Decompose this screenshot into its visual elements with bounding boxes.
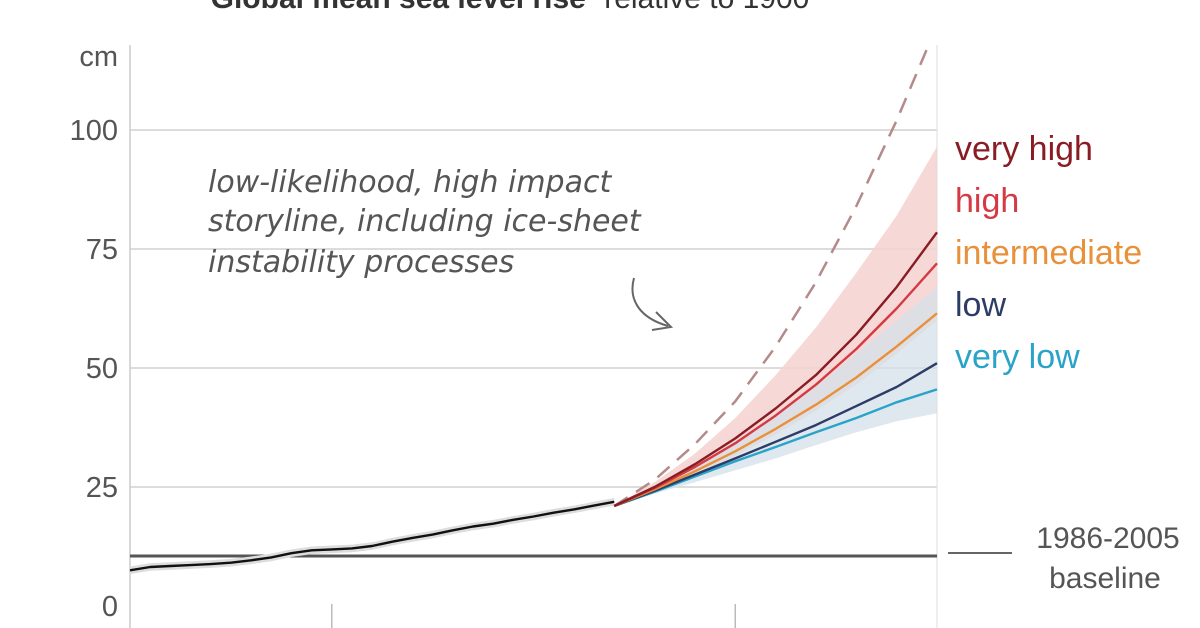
legend-item-very-high: very high [955,130,1093,168]
annotation-arrow [631,277,669,327]
grid-lines: 100 75 50 25 0 [70,45,938,628]
annotation-line-3: instability processes [208,245,514,280]
y-tick-label-75: 75 [86,234,118,266]
y-axis-label: cm [79,41,118,73]
y-tick-label-50: 50 [86,353,118,385]
baseline-label-line-1: 1986-2005 [1036,522,1179,555]
legend-item-low: low [955,286,1006,324]
legend: very high high intermediate low very low [955,130,1142,376]
legend-item-very-low: very low [955,338,1080,376]
legend-item-intermediate: intermediate [955,234,1142,272]
observed-uncertainty [130,497,615,575]
legend-item-high: high [955,182,1019,220]
annotation-line-2: storyline, including ice-sheet [208,204,642,239]
uncertainty-bands [614,146,937,507]
storyline-series [613,45,930,508]
chart-title: Global mean sea level rise relative to 1… [211,0,810,15]
projection-series [129,45,938,575]
annotation-arrowhead [651,311,674,331]
annotation-line-1: low-likelihood, high impact [208,165,612,200]
series-very-high [613,231,938,508]
series-very-low [613,388,938,508]
baseline-label-line-2: baseline [1049,562,1161,595]
uncertainty-band-1 [614,287,937,507]
series-intermediate [613,312,938,508]
chart-title-bold: Global mean sea level rise [211,0,586,15]
y-tick-label-25: 25 [86,472,118,504]
observed-series [129,500,615,572]
y-tick-label-0: 0 [102,591,118,623]
y-tick-label-100: 100 [70,115,118,147]
series-high [613,262,938,508]
chart-title-rest: relative to 1900 [604,0,809,15]
series-low [613,362,938,508]
